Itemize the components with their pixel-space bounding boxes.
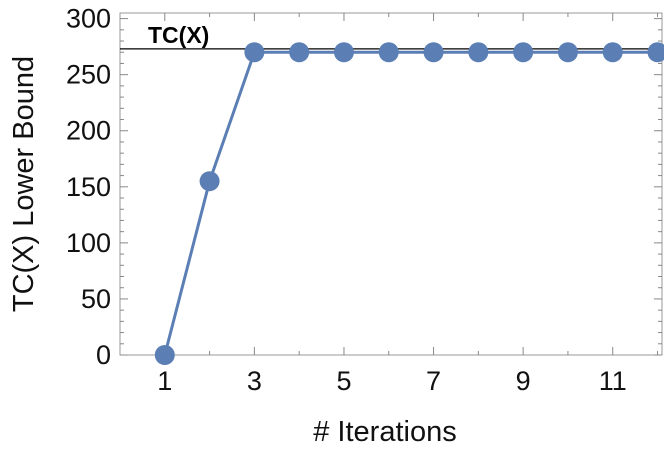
data-point — [333, 42, 354, 63]
data-point — [513, 42, 534, 63]
data-point — [468, 42, 489, 63]
x-tick-label: 5 — [336, 366, 351, 396]
data-point — [602, 42, 623, 63]
plot-frame — [119, 12, 663, 356]
x-tick-label: 7 — [426, 366, 441, 396]
y-axis-label: TC(X) Lower Bound — [8, 56, 40, 312]
data-point — [423, 42, 444, 63]
tick-labels: 1 3 5 7 9 11 0 50 100 150 200 250 300 — [66, 4, 627, 396]
data-point — [289, 42, 310, 63]
y-tick-label: 200 — [66, 116, 111, 146]
reference-line-label: TC(X) — [148, 22, 209, 48]
data-point — [154, 345, 175, 365]
x-tick-label: 9 — [516, 366, 531, 396]
x-tick-label: 11 — [599, 366, 627, 396]
x-axis-label: # Iterations — [313, 416, 456, 448]
data-point — [199, 171, 220, 192]
data-point — [647, 42, 664, 63]
y-tick-label: 100 — [66, 228, 111, 258]
series-line — [163, 50, 658, 356]
y-tick-label: 250 — [66, 60, 111, 90]
y-tick-label: 150 — [66, 172, 111, 202]
y-tick-label: 300 — [66, 4, 111, 34]
x-tick-label: 1 — [157, 366, 172, 396]
x-tick-label: 3 — [247, 366, 262, 396]
y-tick-label: 0 — [96, 340, 111, 370]
data-point — [557, 42, 578, 63]
series-group — [154, 42, 664, 365]
data-point — [378, 42, 399, 63]
axis-ticks — [120, 13, 662, 356]
y-tick-label: 50 — [81, 284, 111, 314]
data-point — [244, 42, 265, 63]
